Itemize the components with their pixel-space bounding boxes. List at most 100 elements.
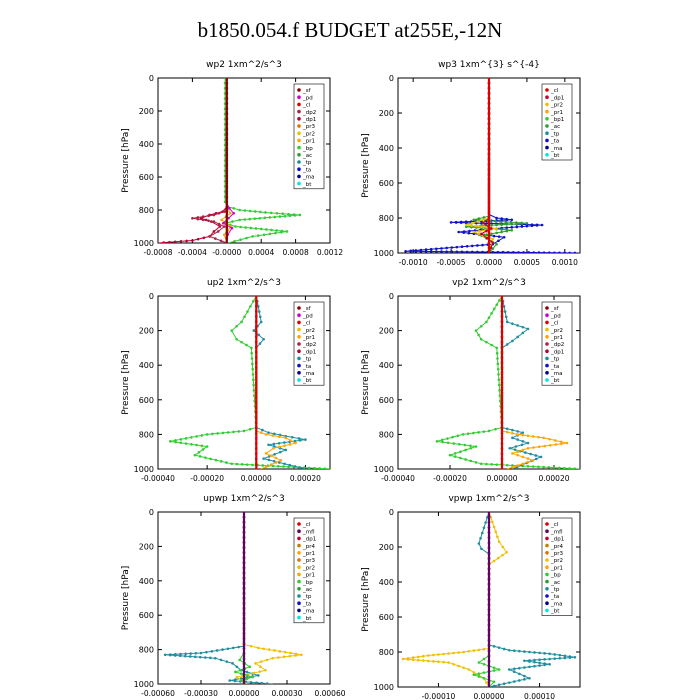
series-marker <box>464 221 468 225</box>
legend-marker <box>545 335 549 339</box>
series-marker <box>446 437 449 440</box>
series-marker <box>467 650 471 653</box>
series-marker <box>278 215 282 218</box>
chart-title: wp2 1xm^2/s^3 <box>206 60 282 70</box>
legend-entry: _pr3 <box>550 551 564 557</box>
series-marker <box>457 651 460 654</box>
series-marker <box>512 680 516 683</box>
series-marker <box>487 587 491 591</box>
series-marker <box>487 205 491 208</box>
series-marker <box>288 463 292 467</box>
series-marker <box>450 246 454 249</box>
series-marker <box>230 462 234 466</box>
legend-entry: _cl <box>550 321 559 327</box>
series-marker <box>481 221 485 225</box>
series-marker <box>472 218 476 222</box>
series-marker <box>487 512 491 514</box>
series-marker <box>249 680 253 684</box>
series-marker <box>242 652 246 655</box>
legend-marker <box>297 88 301 92</box>
series-marker <box>231 662 234 665</box>
series-marker <box>259 320 263 324</box>
series-marker <box>505 320 509 324</box>
series-marker <box>505 229 508 233</box>
series-marker <box>472 673 476 677</box>
series-marker <box>491 250 495 253</box>
series-marker <box>277 445 281 449</box>
legend-entry: _dp1 <box>302 349 316 355</box>
series-marker <box>479 462 483 466</box>
series-marker <box>242 611 246 615</box>
series-marker <box>205 445 209 448</box>
series-marker <box>477 232 480 236</box>
series-marker <box>531 465 535 468</box>
series-marker <box>487 195 491 198</box>
series-marker <box>194 651 198 655</box>
series-marker <box>526 434 530 438</box>
series-marker <box>510 226 514 229</box>
legend-entry: _bt <box>550 609 560 615</box>
series-marker <box>485 229 488 233</box>
series-marker <box>558 251 561 253</box>
y-tick-label: 400 <box>139 140 154 149</box>
series-group <box>404 78 580 253</box>
series-marker <box>526 457 530 460</box>
series-marker <box>487 572 491 576</box>
series-marker <box>450 250 454 253</box>
legend-marker <box>297 145 301 150</box>
series-marker <box>487 169 491 172</box>
legend-marker <box>545 102 549 107</box>
series-marker <box>491 237 495 241</box>
legend-entry: _sf <box>302 306 312 312</box>
series-marker <box>482 216 486 219</box>
y-tick-label: 200 <box>139 107 154 116</box>
series-marker <box>487 608 491 612</box>
series-marker <box>401 657 405 661</box>
series-marker <box>505 223 508 226</box>
series-marker <box>487 562 491 565</box>
series-marker <box>511 322 514 325</box>
legend-entry: _dp2 <box>302 110 316 116</box>
series-marker <box>278 650 282 653</box>
legend-marker <box>545 378 549 382</box>
series-marker <box>238 668 242 672</box>
series-marker <box>487 520 491 524</box>
series-marker <box>568 251 572 253</box>
series-marker <box>262 647 266 651</box>
series-marker <box>487 92 491 95</box>
plot-frame <box>397 295 581 470</box>
legend-marker <box>545 579 549 584</box>
legend-entry: _pr1 <box>550 335 563 341</box>
legend-box <box>293 83 325 190</box>
series-marker <box>168 240 171 243</box>
legend-marker <box>545 371 549 375</box>
series-marker <box>291 435 294 439</box>
series-marker <box>249 644 253 648</box>
series-marker <box>516 433 519 436</box>
legend-marker <box>297 306 301 310</box>
chart-title: vpwp 1xm^2/s^3 <box>448 494 529 504</box>
legend-marker <box>297 558 301 562</box>
series-marker <box>283 650 287 654</box>
series-marker <box>308 466 311 469</box>
series-marker <box>492 559 496 563</box>
series-marker <box>487 148 491 152</box>
legend-entry: _bp1 <box>550 117 564 123</box>
series-marker <box>497 373 500 376</box>
legend-marker <box>297 117 301 121</box>
series-marker <box>487 429 491 433</box>
legend-entry: _dp1 <box>550 349 564 355</box>
legend-entry: _ta <box>550 364 559 370</box>
series-marker <box>201 448 205 451</box>
series-marker <box>225 195 229 198</box>
series-marker <box>254 296 258 298</box>
series-marker <box>276 464 280 468</box>
plot-frame <box>157 77 331 244</box>
series-marker <box>246 310 249 313</box>
series-marker <box>516 450 519 454</box>
series-marker <box>470 221 474 225</box>
series-marker <box>239 679 243 682</box>
series-marker <box>225 133 229 137</box>
series-marker <box>233 679 237 683</box>
series-marker <box>500 426 504 430</box>
